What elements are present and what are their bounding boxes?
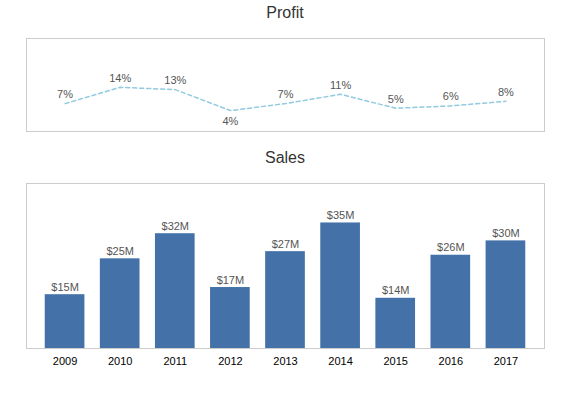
svg-text:$25M: $25M <box>106 245 134 257</box>
svg-text:8%: 8% <box>498 86 514 98</box>
svg-text:2009: 2009 <box>53 355 77 367</box>
svg-text:2013: 2013 <box>273 355 297 367</box>
svg-text:$35M: $35M <box>327 209 355 221</box>
svg-text:$32M: $32M <box>162 220 190 232</box>
svg-text:4%: 4% <box>222 115 238 127</box>
svg-text:$15M: $15M <box>51 281 79 293</box>
svg-text:2016: 2016 <box>439 355 463 367</box>
svg-text:2010: 2010 <box>108 355 132 367</box>
svg-text:14%: 14% <box>109 72 131 84</box>
html-text:Sales: Sales <box>265 149 305 166</box>
svg-text:5%: 5% <box>388 93 404 105</box>
svg-text:6%: 6% <box>443 90 459 102</box>
svg-text:$17M: $17M <box>217 274 245 286</box>
svg-text:7%: 7% <box>57 88 73 100</box>
svg-text:7%: 7% <box>278 88 294 100</box>
svg-text:2017: 2017 <box>494 355 518 367</box>
svg-text:$26M: $26M <box>437 241 465 253</box>
svg-text:2015: 2015 <box>383 355 407 367</box>
svg-text:$30M: $30M <box>492 227 520 239</box>
svg-text:13%: 13% <box>164 74 186 86</box>
html-text:Profit: Profit <box>266 4 304 21</box>
svg-text:2012: 2012 <box>218 355 242 367</box>
svg-text:2014: 2014 <box>328 355 352 367</box>
svg-text:11%: 11% <box>330 79 351 91</box>
svg-text:2011: 2011 <box>163 355 187 367</box>
svg-text:$14M: $14M <box>382 284 410 296</box>
svg-text:$27M: $27M <box>272 238 300 250</box>
